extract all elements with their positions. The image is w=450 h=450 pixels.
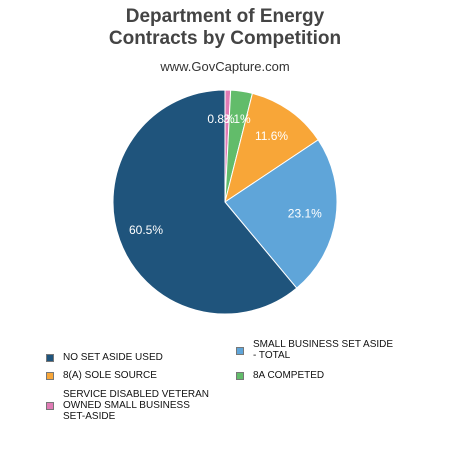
legend-label-small-business-set-aside: SMALL BUSINESS SET ASIDE - TOTAL: [253, 339, 394, 361]
legend-item-8a-sole-source: 8(A) SOLE SOURCE: [46, 370, 157, 381]
chart-title-line-1: Department of Energy: [125, 6, 325, 27]
chart-subtitle: www.GovCapture.com: [160, 59, 290, 74]
legend-swatch-small-business-set-aside: [236, 347, 244, 355]
legend-label-8a-sole-source: 8(A) SOLE SOURCE: [63, 370, 157, 381]
legend-label-service-disabled-veteran: SERVICE DISABLED VETERAN OWNED SMALL BUS…: [63, 389, 209, 422]
pie-slice-no-set-aside: [112, 89, 298, 315]
legend-item-small-business-set-aside: SMALL BUSINESS SET ASIDE - TOTAL: [236, 339, 393, 361]
legend-item-service-disabled-veteran: SERVICE DISABLED VETERAN OWNED SMALL BUS…: [46, 389, 209, 422]
legend-swatch-8a-competed: [236, 372, 244, 380]
legend-swatch-service-disabled-veteran: [46, 402, 54, 410]
legend-label-8a-competed: 8A COMPETED: [253, 370, 325, 381]
chart-title: Department of Energy Contracts by Compet…: [0, 6, 450, 50]
pie-label-8a-competed: 3.1%: [223, 112, 251, 126]
legend-swatch-no-set-aside: [46, 354, 54, 362]
pie-slice-8a-sole-source: [224, 92, 319, 204]
legend-swatch-8a-sole-source: [46, 372, 54, 380]
pie-label-service-disabled-veteran: 0.8%: [207, 112, 235, 126]
legend-label-no-set-aside: NO SET ASIDE USED: [63, 352, 163, 363]
pie-label-small-business-set-aside: 23.1%: [288, 207, 322, 221]
legend-item-no-set-aside: NO SET ASIDE USED: [46, 352, 163, 363]
pie-label-no-set-aside: 60.5%: [129, 223, 163, 237]
pie-slice-small-business-set-aside: [224, 139, 338, 289]
pie-label-8a-sole-source: 11.6%: [255, 129, 288, 143]
legend-item-8a-competed: 8A COMPETED: [236, 370, 324, 381]
chart-title-line-2: Contracts by Competition: [108, 28, 342, 49]
